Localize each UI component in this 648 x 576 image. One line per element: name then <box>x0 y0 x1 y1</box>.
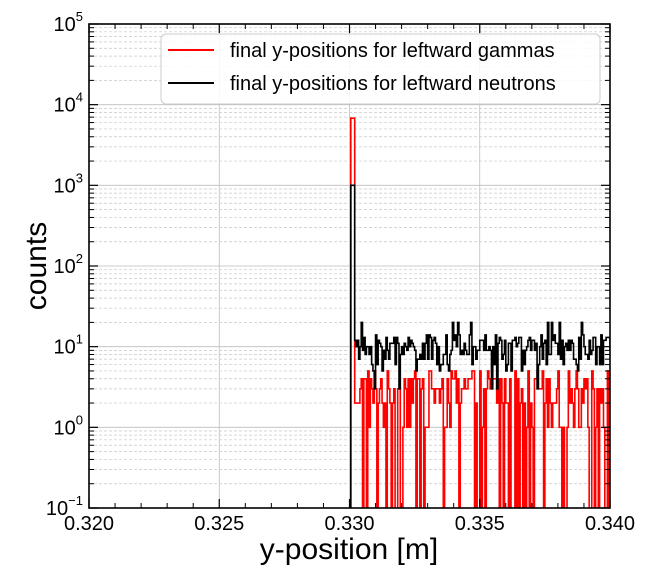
x-tick-label: 0.320 <box>64 513 114 535</box>
x-axis-label: y-position [m] <box>260 533 438 566</box>
y-tick-label: 103 <box>54 170 83 197</box>
x-tick-label: 0.335 <box>455 513 505 535</box>
y-axis-label: counts <box>20 222 53 310</box>
y-tick-label: 10−1 <box>46 493 83 520</box>
y-tick-label: 104 <box>54 90 83 117</box>
legend-label-gammas: final y-positions for leftward gammas <box>230 40 555 62</box>
ticks <box>88 23 611 509</box>
y-tick-label: 101 <box>54 332 83 359</box>
series-layer <box>349 117 610 508</box>
y-tick-label: 100 <box>54 412 83 439</box>
legend-box <box>160 33 601 105</box>
legend-label-neutrons: final y-positions for leftward neutrons <box>230 73 556 95</box>
y-tick-label: 105 <box>54 9 83 36</box>
x-tick-label: 0.340 <box>585 513 635 535</box>
x-tick-label: 0.325 <box>194 513 244 535</box>
series-line-gammas <box>349 117 610 508</box>
tick-labels: 0.320 0.325 0.330 0.335 0.340 10−1 100 101 102 10… <box>46 9 635 535</box>
legend: final y-positions for leftward gammas fi… <box>160 33 601 105</box>
series-line-neutrons <box>349 184 610 508</box>
y-tick-label: 102 <box>54 251 83 278</box>
x-tick-label: 0.330 <box>324 513 374 535</box>
